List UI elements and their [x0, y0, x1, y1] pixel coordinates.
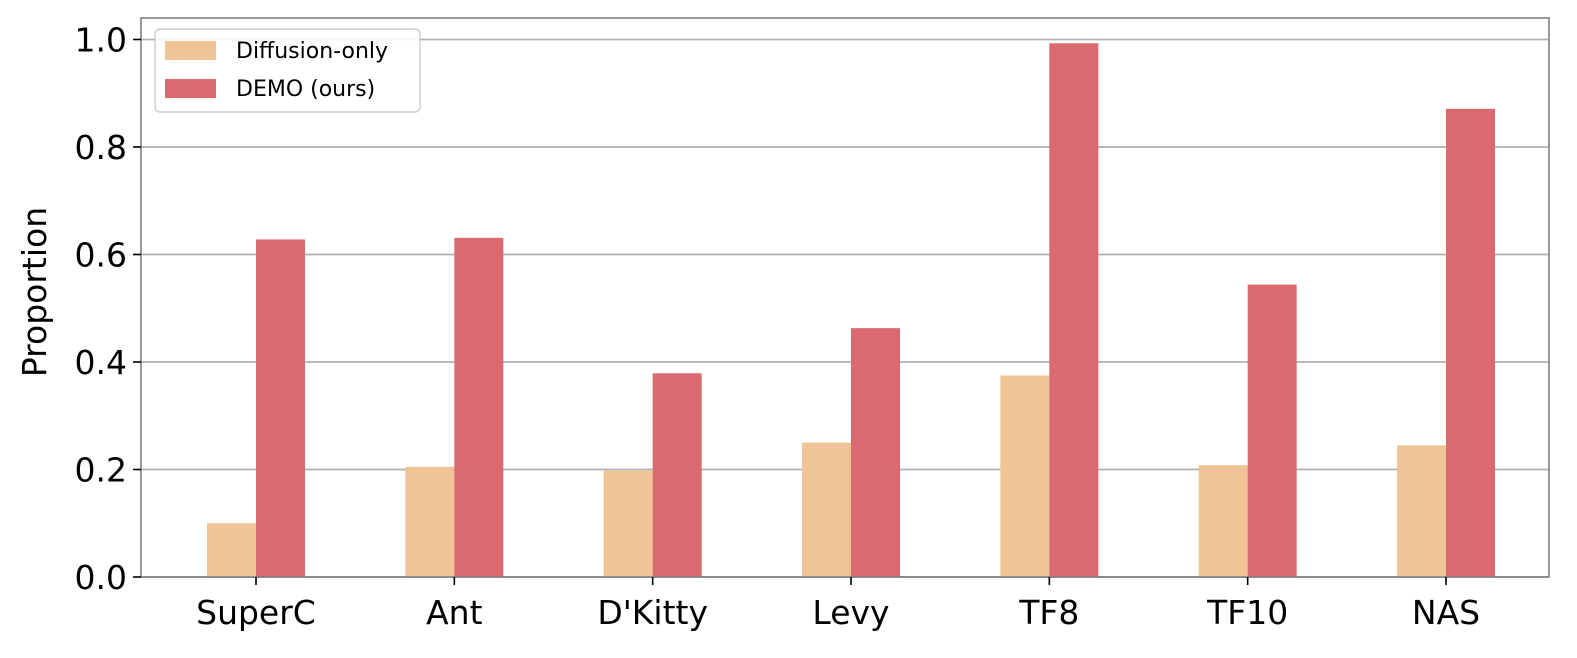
bar-diffusion-only — [802, 442, 851, 577]
bar-demo-ours — [454, 237, 504, 577]
y-axis: 0.0 0.2 0.4 0.6 0.8 1.0 — [75, 21, 141, 597]
bar-demo-ours — [256, 239, 305, 577]
legend-swatch-demo-ours — [165, 79, 216, 98]
bar-diffusion-only — [405, 466, 455, 577]
y-tick-label: 0.8 — [75, 128, 127, 167]
x-tick-label: Ant — [426, 593, 482, 632]
y-tick-label: 0.2 — [75, 451, 127, 490]
y-axis-label: Proportion — [15, 207, 54, 377]
x-tick-label: TF10 — [1206, 593, 1288, 632]
bar-diffusion-only — [1000, 375, 1050, 577]
legend: Diffusion-only DEMO (ours) — [154, 28, 421, 113]
bars — [207, 43, 1495, 578]
legend-swatch-diffusion-only — [165, 41, 216, 60]
bar-demo-ours — [1247, 284, 1297, 577]
bar-demo-ours — [851, 328, 900, 577]
bar-demo-ours — [1446, 108, 1495, 578]
legend-label-diffusion-only: Diffusion-only — [236, 39, 388, 64]
x-tick-label: D'Kitty — [597, 593, 708, 632]
x-axis: SuperC Ant D'Kitty Levy TF8 TF10 NAS — [196, 577, 1480, 632]
y-tick-label: 1.0 — [75, 21, 127, 60]
x-tick-label: TF8 — [1018, 593, 1079, 632]
bar-diffusion-only — [1397, 445, 1446, 577]
bar-demo-ours — [652, 373, 702, 577]
legend-box — [154, 28, 421, 113]
x-tick-label: NAS — [1412, 593, 1480, 632]
plot-frame — [140, 17, 1550, 578]
x-tick-label: Levy — [812, 593, 889, 632]
y-tick-label: 0.4 — [75, 343, 127, 382]
y-tick-label: 0.6 — [75, 236, 127, 275]
bar-diffusion-only — [603, 470, 653, 577]
bar-demo-ours — [1049, 43, 1099, 577]
bar-diffusion-only — [1198, 465, 1248, 577]
y-tick-label: 0.0 — [75, 558, 127, 597]
x-tick-label: SuperC — [196, 593, 316, 632]
bar-diffusion-only — [207, 523, 256, 577]
legend-label-demo-ours: DEMO (ours) — [236, 77, 375, 102]
